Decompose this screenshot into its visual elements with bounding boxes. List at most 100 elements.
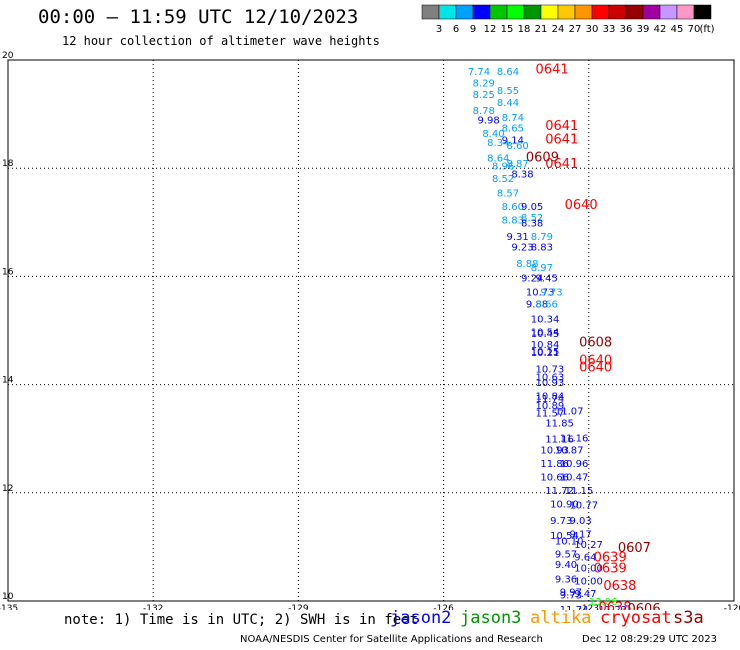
wave-height-label: 10.66 (540, 473, 569, 484)
wave-height-label: 9.88 (526, 299, 548, 310)
wave-height-label: 13.06 (589, 597, 618, 608)
colorbar-tick-label: 12 (484, 24, 497, 35)
wave-height-label: 9.23 (511, 243, 533, 254)
colorbar-tick-label: 18 (518, 24, 531, 35)
x-tick-label: -120 (724, 604, 740, 610)
wave-height-label: 10.73 (536, 364, 565, 375)
wave-height-label: 8.52 (492, 174, 514, 185)
wave-height-label: 9.98 (477, 116, 499, 127)
wave-height-label: 8.78 (473, 106, 495, 117)
wave-height-label: 11.72 (545, 486, 574, 497)
wave-height-label: 9.64 (574, 553, 596, 564)
plot-frame (7, 59, 735, 602)
wave-height-label: 11.57 (536, 409, 565, 420)
pass-time-label: 0640 (579, 360, 612, 375)
wave-height-label: 10.54 (550, 531, 579, 542)
legend-entry-altika: altika (530, 608, 592, 628)
wave-height-label: 10.84 (536, 391, 565, 402)
wave-height-label: 9.17 (569, 529, 591, 540)
wave-height-label: 10.34 (531, 315, 560, 326)
color-swatch (693, 4, 712, 20)
wave-height-label: 8.40 (482, 129, 504, 140)
wave-height-label: 8.44 (497, 98, 519, 109)
colorbar-tick-label: 3 (436, 24, 442, 35)
pass-time-label: 0641 (536, 63, 569, 78)
pass-time-label: 0640 (579, 353, 612, 368)
page-title: 00:00 – 11:59 UTC 12/10/2023 (38, 6, 359, 28)
colorbar-tick-label: 42 (654, 24, 667, 35)
wave-height-label: 9.14 (502, 136, 524, 147)
wave-height-label: 10.87 (555, 446, 584, 457)
wave-height-label: 8.97 (531, 263, 553, 274)
colorbar-tick-label: 45 (671, 24, 684, 35)
generated-timestamp: Dec 12 08:29:29 UTC 2023 (582, 634, 717, 645)
x-tick-label: -132 (143, 604, 163, 610)
wave-height-label: 10.73 (526, 288, 555, 299)
pass-time-label: 0607 (618, 541, 651, 556)
wave-height-label: 8.60 (507, 141, 529, 152)
wave-height-label: 11.85 (545, 418, 574, 429)
wave-height-label: 10.21 (531, 348, 560, 359)
wave-height-label: 9.57 (555, 549, 577, 560)
wave-height-label: 9.03 (569, 516, 591, 527)
wave-height-label: 11.74 (560, 605, 589, 610)
wave-height-label: 9.45 (536, 273, 558, 284)
page-subtitle: 12 hour collection of altimeter wave hei… (62, 34, 380, 48)
wave-height-label: 9.73 (560, 591, 582, 602)
wave-height-label: 9.05 (521, 202, 543, 213)
wave-height-label: 9.40 (555, 560, 577, 571)
wave-height-label: 10.00 (574, 576, 603, 587)
wave-height-map: -135-132-129-126-123-1201012141618207.74… (0, 51, 740, 610)
wave-height-label: 8.79 (531, 232, 553, 243)
wave-height-label: 9.36 (555, 574, 577, 585)
legend-entry-jason3: jason3 (460, 608, 522, 628)
colorbar-tick-label: 24 (552, 24, 565, 35)
wave-height-label: 8.88 (516, 259, 538, 270)
wave-height-label: 8.96 (492, 161, 514, 172)
wave-height-label: 8.38 (521, 218, 543, 229)
wave-height-label: 8.74 (502, 113, 524, 124)
wave-height-label: 10.90 (550, 500, 579, 511)
wave-height-label: 8.52 (521, 213, 543, 224)
wave-height-label: 11.16 (560, 434, 589, 445)
wave-height-label: 10.00 (574, 563, 603, 574)
wave-height-label: 8.64 (497, 67, 519, 78)
x-tick-label: -135 (0, 604, 18, 610)
wave-height-label: 8.34 (487, 138, 509, 149)
wave-height-label: 9.73 (540, 288, 562, 299)
wave-height-label: 10.63 (536, 372, 565, 383)
colorbar-tick-label: 15 (501, 24, 514, 35)
pass-time-label: 0639 (594, 551, 627, 566)
wave-height-label: 8.83 (531, 243, 553, 254)
wave-height-label: 11.86 (540, 459, 569, 470)
wave-height-label: 10.27 (574, 540, 603, 551)
pass-time-label: 0641 (545, 157, 578, 172)
wave-height-label: 8.29 (473, 79, 495, 90)
colorbar-tick-label: 70 (688, 24, 701, 35)
wave-height-label: 10.84 (531, 340, 560, 351)
wave-height-label: 8.83 (502, 216, 524, 227)
wave-height-label: 11.74 (536, 394, 565, 405)
pass-time-label: 0638 (598, 600, 631, 610)
colorbar-tick-label: 21 (535, 24, 548, 35)
wave-height-label: 10.54 (531, 328, 560, 339)
footnote: note: 1) Time is in UTC; 2) SWH is in fe… (64, 612, 419, 628)
wave-height-label: 9.97 (560, 587, 582, 598)
legend-entry-cryosat: cryosat (600, 608, 672, 628)
colorbar-tick-label: 30 (586, 24, 599, 35)
x-tick-label: -129 (288, 604, 309, 610)
wave-height-label: 10.10 (555, 536, 584, 547)
colorbar-tick-label: 36 (620, 24, 633, 35)
wave-height-label: 11.07 (555, 407, 584, 418)
wave-height-label: 10.45 (531, 329, 560, 340)
wave-height-label: 8.87 (507, 159, 529, 170)
colorbar-tick-label: 6 (453, 24, 459, 35)
wave-height-label: 10.77 (569, 501, 598, 512)
colorbar-tick-label: 27 (569, 24, 582, 35)
wave-height-label: 8.25 (473, 90, 495, 101)
legend-entry-jason2: jason2 (390, 608, 452, 628)
colorbar-tick-label: 39 (637, 24, 650, 35)
pass-time-label: 0609 (526, 150, 559, 165)
wave-height-label: 11.16 (545, 435, 574, 446)
x-tick-label: -126 (433, 604, 454, 610)
